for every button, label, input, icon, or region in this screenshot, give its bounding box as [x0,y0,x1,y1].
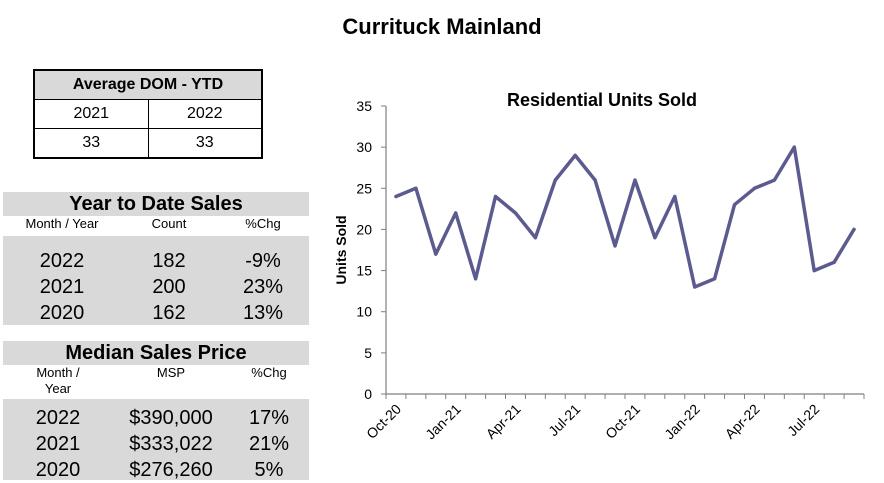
data-point [533,236,537,240]
median-sales-price-title: Median Sales Price [65,342,247,364]
y-tick-label: 25 [356,180,372,196]
y-tick-label: 15 [356,263,372,279]
y-tick-label: 30 [356,139,372,155]
count-cell: 200 [152,276,186,298]
data-point [772,178,776,182]
data-point [713,277,717,281]
table-row: 2021 $333,022 21% [3,431,309,457]
pct-change-cell: 17% [248,407,290,429]
ytd-sales-title: Year to Date Sales [69,193,243,215]
ytd-sales-rows: 2022 182 -9% 2021 200 23% 2020 162 13% [3,248,309,326]
data-point [693,285,697,289]
year-cell: 2022 [39,250,85,272]
count-cell: 162 [152,302,186,324]
dom-value-cell: 33 [147,129,262,157]
msp-cell: $390,000 [129,407,213,429]
data-point [493,194,498,199]
y-tick-label: 0 [364,386,372,402]
count-cell: 182 [152,250,186,272]
median-price-header-row: Month / Year MSP %Chg [3,365,309,399]
ytd-sales-panel: Year to Date Sales Month / Year Count %C… [3,192,309,325]
table-row: 2022 $390,000 17% [3,405,309,431]
data-point [852,227,856,232]
units-sold-series-line [394,145,856,289]
data-point [812,268,816,273]
table-row: 2021 200 23% [3,274,309,300]
data-point [553,178,557,182]
dom-year-cell: 2022 [147,100,262,128]
x-tick-label: Jan-21 [422,401,464,443]
median-sales-price-panel: Median Sales Price Month / Year MSP %Chg… [3,341,309,483]
x-tick-label: Jul-22 [784,401,822,439]
chart-series [394,145,856,289]
data-point [653,236,657,240]
x-tick-label: Oct-21 [602,401,643,442]
year-cell: 2022 [35,407,81,429]
y-axis-label: Units Sold [333,215,349,284]
msp-cell: $276,260 [129,459,213,481]
data-point [573,153,577,157]
year-cell: 2021 [39,276,85,298]
dom-value-cell: 33 [82,134,101,151]
x-tick-label: Jul-21 [545,401,583,439]
pct-change-cell: 21% [248,433,290,455]
data-point [593,178,597,182]
x-tick-label: Oct-20 [363,401,404,442]
dom-value-row: 33 33 [35,128,261,157]
column-header: %Chg [251,365,287,380]
data-point [832,260,836,264]
y-tick-label: 20 [356,221,372,237]
data-point [732,203,737,207]
y-tick-label: 5 [364,345,372,361]
x-tick-label: Apr-22 [722,401,763,442]
data-point [673,194,677,199]
table-row: 2020 $276,260 5% [3,457,309,483]
data-point [613,244,617,248]
page-title: Currituck Mainland [342,14,542,39]
data-point [454,211,458,215]
median-price-rows: 2022 $390,000 17% 2021 $333,022 21% 2020… [3,405,309,483]
year-cell: 2021 [35,433,81,455]
pct-change-cell: 13% [242,302,284,324]
pct-change-cell: 5% [254,459,284,481]
column-header: Month / Year [36,365,80,396]
data-point [792,145,796,149]
data-point [752,186,757,190]
msp-cell: $333,022 [129,433,213,455]
year-cell: 2020 [35,459,81,481]
data-point [633,178,637,182]
table-row: 2020 162 13% [3,300,309,326]
dom-table-title: Average DOM - YTD [35,71,261,100]
data-point [434,252,438,256]
chart-ticks: 0 5 10 15 20 25 30 35 Oct-20 Jan-21 Apr-21 Jul-21 Oc… [356,98,865,443]
column-header: Count [151,216,187,231]
x-tick-label: Apr-21 [483,401,524,442]
column-header: Month / Year [25,216,99,231]
column-header: %Chg [245,216,281,231]
table-row: 2022 182 -9% [3,248,309,274]
y-tick-label: 35 [356,98,372,114]
dom-year-row: 2021 2022 [35,100,261,128]
units-sold-line-chart: Residential Units Sold Units Sold 0 5 10 15… [333,90,865,443]
ytd-sales-header-row: Month / Year Count %Chg [3,216,309,236]
data-point [414,186,418,190]
data-point [513,211,518,215]
pct-change-cell: -9% [245,250,281,272]
year-cell: 2020 [39,302,85,324]
data-point [394,194,398,199]
y-tick-label: 10 [356,304,372,320]
average-dom-table: Average DOM - YTD 2021 2022 33 33 [33,69,263,159]
pct-change-cell: 23% [242,276,284,298]
column-header: MSP [156,365,186,380]
x-tick-label: Jan-22 [661,401,703,443]
data-point [474,277,478,281]
dom-year-cell: 2021 [73,105,110,122]
chart-title: Residential Units Sold [507,90,697,110]
